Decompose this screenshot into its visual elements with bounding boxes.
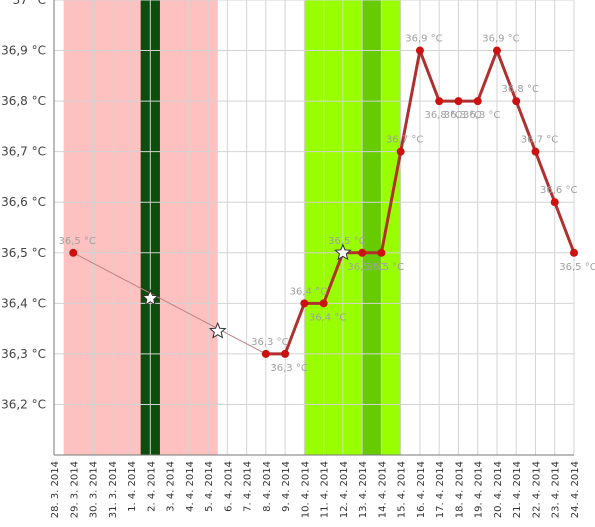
x-tick-label-3: 31. 3. 2014 [108, 461, 119, 518]
data-labels: 36,5 °C 36,3 °C 36,3 °C 36,4 °C 36,4 °C 36,5 … [59, 34, 595, 374]
data-point-20 [435, 97, 444, 106]
x-tick-label-15: 12. 4. 2014 [339, 461, 350, 518]
x-tick-label-4: 1. 4. 2014 [127, 461, 138, 512]
series-segment-22-23 [476, 49, 499, 103]
data-label-23: 36,9 °C [482, 34, 519, 45]
data-label-12: 36,3 °C [270, 363, 307, 374]
x-tick-label-16: 13. 4. 2014 [358, 461, 369, 518]
data-label-11: 36,3 °C [251, 337, 288, 348]
data-label-24: 36,8 °C [502, 84, 539, 95]
x-tick-label-18: 15. 4. 2014 [397, 461, 408, 518]
x-tick-label-1: 29. 3. 2014 [69, 461, 80, 518]
highlight-bands [63, 0, 401, 455]
x-tick-label-26: 23. 4. 2014 [551, 461, 562, 518]
series-segment-17-18 [379, 150, 403, 255]
x-tick-label-17: 14. 4. 2014 [377, 461, 388, 518]
band-0 [63, 0, 218, 455]
x-tick-label-19: 16. 4. 2014 [416, 461, 427, 518]
x-tick-label-24: 21. 4. 2014 [512, 461, 523, 518]
y-tick-label-0: 36,2 °C [1, 397, 46, 411]
y-tick-label-1: 36,3 °C [1, 347, 46, 361]
chart-grid [53, 0, 575, 456]
data-label-14: 36,4 °C [309, 312, 346, 323]
y-tick-label-4: 36,6 °C [1, 195, 46, 209]
y-tick-label-6: 36,8 °C [1, 94, 46, 108]
series-segment-14-15 [322, 251, 345, 305]
band-2 [304, 0, 401, 455]
data-label-17: 36,5 °C [367, 262, 404, 273]
series-segment-12-13 [283, 301, 306, 356]
data-label-19: 36,9 °C [405, 34, 442, 45]
x-axis-ticks: 28. 3. 2014 29. 3. 2014 30. 3. 2014 31. 3. … [50, 461, 581, 518]
series-segment-25-26 [533, 150, 557, 204]
y-tick-label-8: 37 °C [13, 0, 46, 7]
data-point-24 [512, 97, 521, 106]
data-point-11 [261, 349, 270, 358]
x-tick-label-9: 6. 4. 2014 [223, 461, 234, 512]
data-label-27: 36,5 °C [559, 262, 595, 273]
data-label-18: 36,7 °C [386, 135, 423, 146]
data-point-16 [358, 248, 367, 257]
x-tick-label-11: 8. 4. 2014 [262, 461, 273, 512]
band-3 [362, 0, 382, 455]
x-tick-label-5: 2. 4. 2014 [146, 461, 157, 512]
x-tick-label-25: 22. 4. 2014 [531, 461, 542, 518]
series-segment-24-25 [514, 99, 537, 154]
x-tick-label-2: 30. 3. 2014 [89, 461, 100, 518]
x-tick-label-27: 24. 4. 2014 [570, 461, 581, 518]
data-point-18 [396, 147, 405, 156]
data-label-21: 36,8 °C [444, 110, 481, 121]
x-tick-label-12: 9. 4. 2014 [281, 461, 292, 512]
data-label-22: 36,8 °C [463, 110, 500, 121]
y-axis-ticks: 36,2 °C 36,3 °C 36,4 °C 36,5 °C 36,6 °C 36,7 … [1, 0, 46, 411]
y-tick-label-2: 36,4 °C [1, 296, 46, 310]
data-point-27 [570, 248, 578, 257]
star-marker-0 [141, 288, 160, 306]
data-label-20: 36,8 °C [424, 110, 461, 121]
y-tick-label-7: 36,9 °C [1, 44, 46, 58]
data-label-16: 36,5 °C [347, 262, 384, 273]
data-point-1 [69, 248, 78, 257]
x-tick-label-22: 19. 4. 2014 [474, 461, 485, 518]
series-segment-26-27 [553, 200, 576, 255]
data-label-25: 36,7 °C [521, 135, 558, 146]
data-point-17 [377, 248, 386, 257]
data-label-26: 36,6 °C [540, 185, 577, 196]
series-segment-23-24 [495, 49, 518, 103]
data-point-19 [415, 46, 424, 55]
series-segment-18-19 [399, 49, 422, 154]
x-tick-label-13: 10. 4. 2014 [300, 461, 311, 518]
data-point-25 [531, 147, 540, 156]
data-point-22 [473, 97, 482, 106]
x-tick-label-7: 4. 4. 2014 [185, 461, 196, 512]
x-tick-label-23: 20. 4. 2014 [493, 461, 504, 518]
x-tick-label-8: 5. 4. 2014 [204, 461, 215, 512]
data-label-1: 36,5 °C [59, 236, 96, 247]
x-tick-label-6: 3. 4. 2014 [166, 461, 177, 512]
star-marker-2 [334, 243, 352, 261]
data-label-15: 36,5 °C [328, 236, 365, 247]
star-markers [141, 243, 352, 339]
x-tick-label-0: 28. 3. 2014 [50, 461, 61, 518]
data-point-14 [319, 299, 328, 308]
y-tick-label-5: 36,7 °C [1, 145, 46, 159]
data-label-13: 36,4 °C [290, 286, 327, 297]
data-point-23 [492, 46, 501, 55]
data-point-21 [454, 97, 463, 106]
x-tick-label-21: 18. 4. 2014 [454, 461, 465, 518]
series-lines [72, 49, 576, 356]
x-tick-label-20: 17. 4. 2014 [435, 461, 446, 518]
data-point-12 [281, 349, 290, 358]
series-segment-1-11 [72, 252, 267, 355]
x-tick-label-10: 7. 4. 2014 [243, 461, 254, 512]
y-tick-label-3: 36,5 °C [1, 246, 46, 260]
data-point-13 [300, 299, 309, 308]
series-segment-19-20 [418, 49, 441, 103]
star-marker-1 [208, 321, 227, 339]
x-tick-label-14: 11. 4. 2014 [320, 461, 331, 518]
data-point-26 [550, 198, 559, 207]
